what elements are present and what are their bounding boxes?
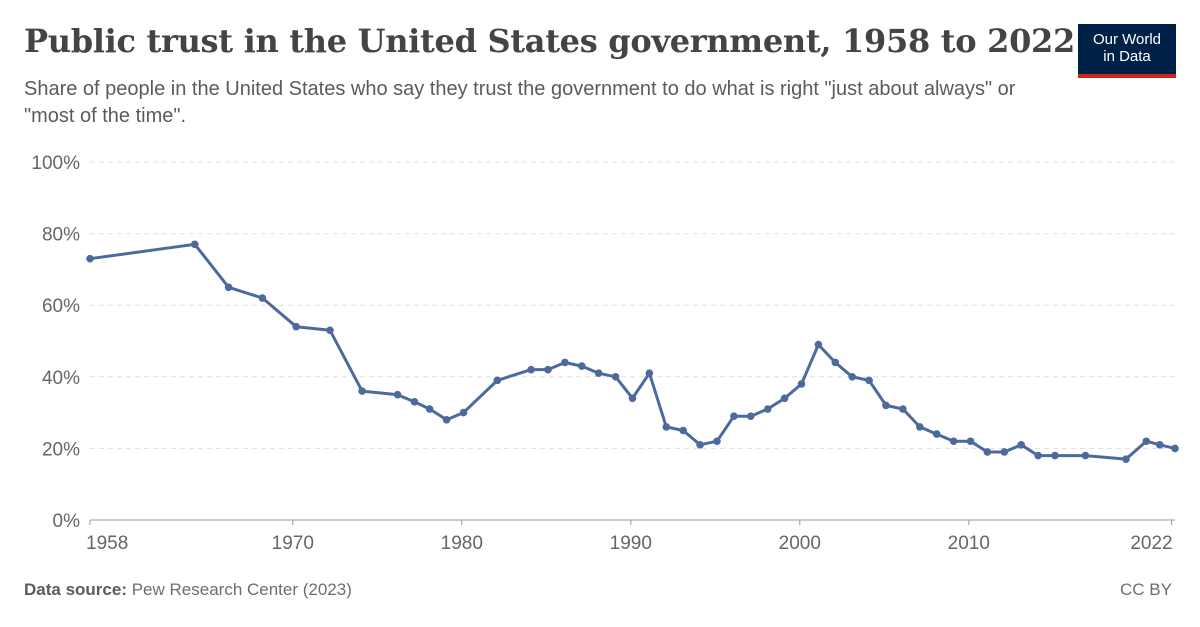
- x-tick-label: 1970: [272, 533, 314, 554]
- data-point: [326, 326, 334, 335]
- gridlines: [90, 161, 1175, 449]
- x-axis: 1958 1970 1980 1990 2000 2010 2022: [86, 519, 1175, 554]
- data-point: [561, 358, 569, 367]
- y-tick-label: 100%: [31, 153, 80, 174]
- data-point: [577, 362, 586, 370]
- data-point: [86, 254, 94, 263]
- data-point: [814, 340, 823, 349]
- data-point: [628, 394, 637, 403]
- y-tick-label: 60%: [42, 296, 80, 317]
- data-point: [1122, 455, 1130, 463]
- y-tick-label: 20%: [42, 439, 80, 460]
- data-point: [1142, 437, 1151, 446]
- chart-subtitle: Share of people in the United States who…: [24, 78, 1016, 127]
- data-point: [224, 283, 233, 292]
- x-tick-label: 1980: [441, 533, 483, 554]
- y-tick-label: 80%: [42, 225, 80, 246]
- data-point: [1034, 451, 1042, 460]
- data-point: [966, 437, 975, 446]
- data-point: [983, 448, 992, 456]
- data-point: [425, 405, 434, 413]
- data-point: [1000, 448, 1009, 456]
- data-point: [882, 401, 890, 410]
- license[interactable]: CC BY: [1120, 580, 1172, 599]
- series-line: [88, 242, 1177, 461]
- y-axis: 0% 20% 40% 60% 80% 100%: [31, 153, 80, 532]
- data-point: [1171, 444, 1179, 453]
- data-point: [865, 376, 873, 385]
- data-point: [459, 408, 468, 417]
- data-point: [696, 441, 704, 449]
- data-point: [949, 437, 958, 446]
- data-point: [611, 373, 620, 381]
- data-point: [730, 412, 738, 420]
- data-point: [747, 412, 755, 420]
- y-tick-label: 0%: [53, 511, 81, 532]
- owid-logo[interactable]: Our World in Data: [1078, 24, 1176, 78]
- data-point: [932, 430, 941, 438]
- x-tick-label: 1990: [610, 533, 652, 554]
- data-point: [544, 365, 552, 374]
- logo-line-2: in Data: [1103, 48, 1151, 65]
- data-point: [393, 390, 402, 399]
- x-tick-label: 2010: [948, 533, 990, 554]
- x-tick-label: 2022: [1130, 533, 1172, 554]
- data-point: [763, 405, 772, 413]
- data-source-label: Data source:: [24, 580, 127, 599]
- data-point: [190, 240, 199, 249]
- data-point: [1017, 441, 1026, 449]
- data-point: [493, 376, 502, 385]
- data-point: [797, 380, 806, 388]
- data-point: [358, 387, 366, 395]
- data-point: [1051, 451, 1059, 460]
- data-point: [831, 358, 840, 367]
- data-source-text[interactable]: Pew Research Center (2023): [131, 580, 352, 599]
- chart-title: Public trust in the United States govern…: [24, 22, 1075, 60]
- data-point: [645, 369, 654, 378]
- data-point: [410, 398, 419, 406]
- data-point: [916, 423, 924, 431]
- x-tick-label: 2000: [779, 533, 821, 554]
- data-point: [662, 423, 671, 431]
- data-point: [1081, 451, 1090, 460]
- data-point: [848, 373, 857, 381]
- data-point: [679, 426, 688, 435]
- y-tick-label: 40%: [42, 368, 80, 389]
- data-point: [899, 405, 907, 413]
- data-point: [442, 415, 451, 424]
- data-point: [713, 437, 721, 446]
- logo-line-1: Our World: [1092, 31, 1162, 48]
- data-point: [527, 365, 535, 374]
- data-point: [1155, 441, 1164, 449]
- data-point: [780, 394, 789, 403]
- data-point: [292, 322, 300, 331]
- data-point: [258, 294, 267, 302]
- data-point: [594, 369, 603, 378]
- x-tick-label: 1958: [86, 533, 128, 554]
- series: [86, 240, 1179, 463]
- data-source: Data source: Pew Research Center (2023): [24, 580, 352, 600]
